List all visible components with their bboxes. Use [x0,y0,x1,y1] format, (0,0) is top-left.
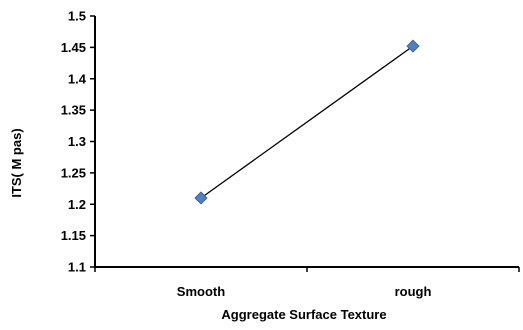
y-tick-label: 1.4 [68,71,87,86]
x-tick-label: rough [395,284,432,299]
data-point-marker [406,39,420,53]
series-line [200,45,414,199]
y-tick-label: 1.15 [61,228,86,243]
y-tick-label: 1.35 [61,103,86,118]
y-tick-label: 1.2 [68,197,86,212]
y-tick-label: 1.1 [68,260,86,275]
labels-layer: ITS( M pas) Aggregate Surface Texture [9,128,387,322]
axes-layer [94,16,519,268]
y-tick-label: 1.5 [68,9,86,24]
y-tick-label: 1.45 [61,40,86,55]
series-layer [194,39,420,205]
y-tick-label: 1.3 [68,134,86,149]
y-tick-label: 1.25 [61,165,86,180]
ticks-layer: 1.1 1.15 1.2 1.25 1.3 1.35 1.4 1.45 1.5 Smooth rou… [61,9,520,299]
x-axis-title: Aggregate Surface Texture [221,307,386,322]
data-point-marker [194,191,208,205]
x-tick-label: Smooth [177,284,225,299]
y-axis-title: ITS( M pas) [9,128,24,197]
